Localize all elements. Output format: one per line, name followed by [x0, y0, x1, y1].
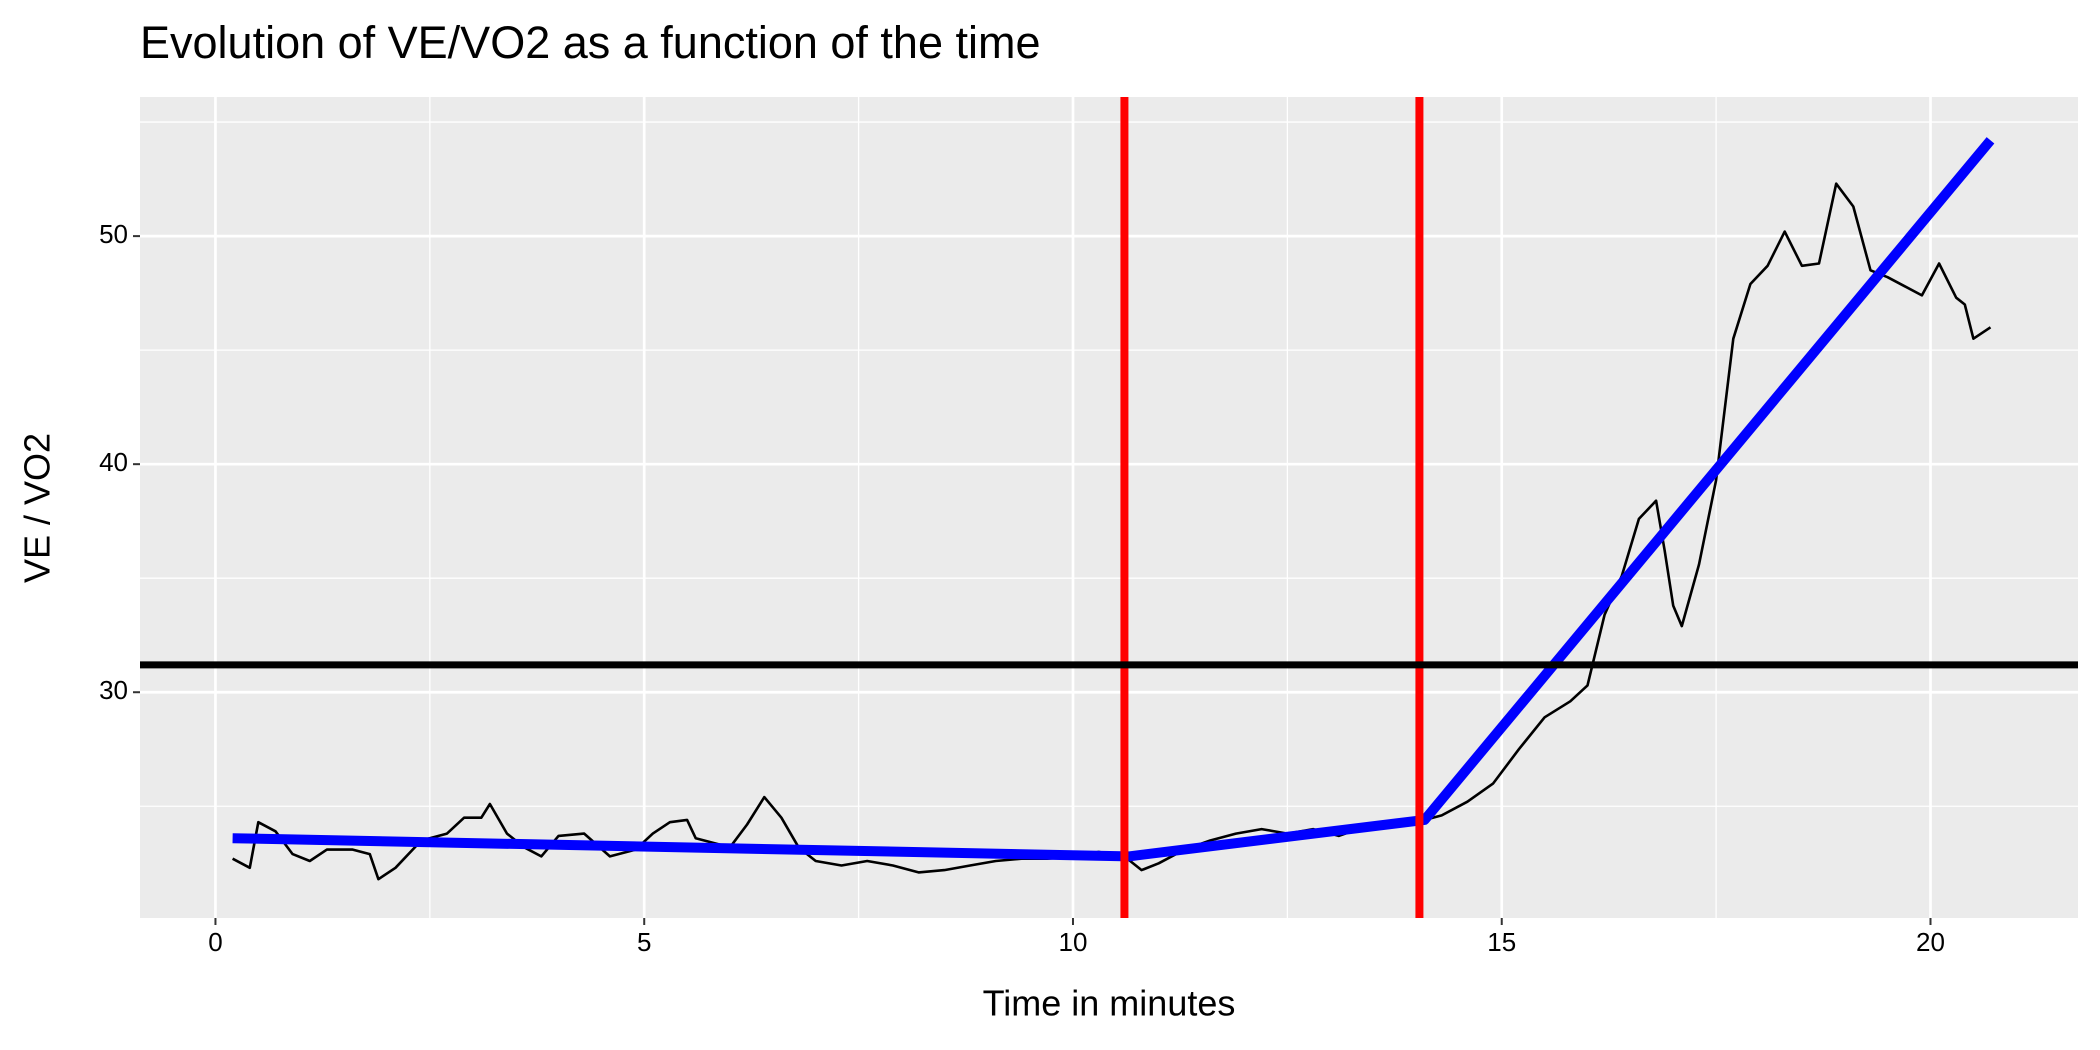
y-axis-title: VE / VO2	[17, 433, 58, 583]
chart-title: Evolution of VE/VO2 as a function of the…	[140, 17, 1041, 68]
x-tick-label: 10	[1059, 927, 1088, 957]
x-tick-label: 5	[637, 927, 651, 957]
x-axis-title: Time in minutes	[983, 983, 1236, 1024]
panel	[140, 97, 2078, 918]
fit-line	[232, 137, 1995, 862]
x-tick-label: 20	[1916, 927, 1945, 957]
y-tick-label: 50	[99, 219, 128, 249]
y-tick-label: 30	[99, 675, 128, 705]
y-tick-label: 40	[99, 447, 128, 477]
x-tick-label: 0	[208, 927, 222, 957]
x-tick-label: 15	[1487, 927, 1516, 957]
